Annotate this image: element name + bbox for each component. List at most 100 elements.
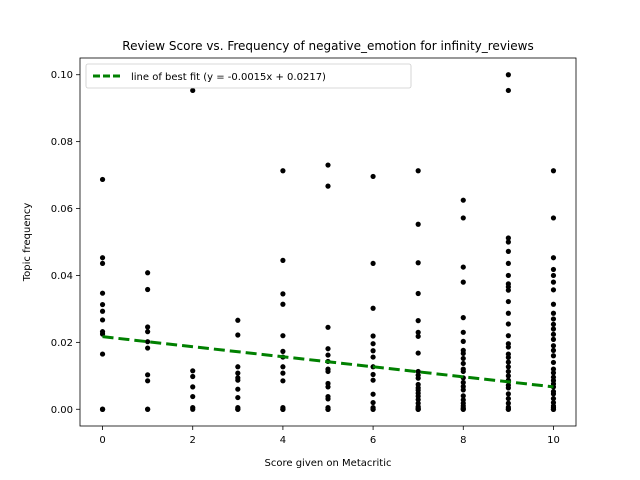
data-point (145, 378, 151, 384)
data-point (460, 379, 466, 386)
data-point (505, 239, 511, 245)
data-point (235, 386, 241, 392)
x-tick-label: 2 (190, 435, 196, 446)
data-point (145, 270, 151, 276)
data-point (505, 354, 511, 361)
data-point (460, 355, 466, 362)
data-point (325, 352, 331, 358)
data-point (505, 391, 511, 397)
y-tick-label: 0.04 (51, 271, 73, 282)
data-point (99, 255, 106, 261)
legend-box (85, 63, 412, 89)
data-point (145, 329, 151, 335)
data-point (370, 173, 376, 180)
legend-label-fit-line: line of best fit (y = -0.0015x + 0.0217) (131, 72, 326, 83)
data-point (99, 406, 106, 412)
data-point (370, 354, 376, 360)
data-point (505, 395, 511, 402)
data-point (505, 385, 511, 391)
data-point (415, 329, 421, 335)
data-point (370, 260, 376, 267)
data-points (99, 72, 557, 412)
data-point (550, 279, 557, 285)
data-point (280, 406, 286, 412)
data-point (280, 364, 286, 370)
data-point (99, 260, 106, 267)
y-tick-label: 0.02 (51, 338, 73, 349)
data-point (99, 308, 106, 314)
data-point (370, 333, 376, 339)
data-point (505, 235, 511, 241)
data-point (415, 333, 421, 339)
data-point (190, 87, 196, 94)
data-point (505, 248, 511, 254)
data-point (415, 368, 421, 375)
data-point (99, 301, 106, 308)
data-point (415, 290, 421, 297)
data-point (505, 260, 511, 267)
data-point (505, 272, 511, 279)
data-point (505, 321, 511, 327)
data-point (415, 375, 421, 381)
data-point (415, 318, 421, 324)
data-point (235, 406, 241, 412)
data-point (550, 266, 557, 273)
data-point (550, 255, 557, 261)
fit-line-layer (102, 335, 554, 389)
data-point (550, 353, 557, 359)
data-point (235, 317, 241, 323)
data-point (145, 339, 151, 345)
data-point (550, 287, 557, 293)
data-point (325, 346, 331, 352)
data-point (370, 305, 376, 311)
data-point (460, 350, 466, 357)
data-point (370, 348, 376, 354)
y-axis-label: Topic frequency (22, 203, 33, 283)
data-point (190, 384, 196, 390)
data-point (550, 321, 557, 327)
plot-frame (79, 57, 577, 427)
data-point (145, 324, 151, 330)
x-tick-label: 0 (99, 435, 105, 446)
data-point (415, 221, 421, 227)
data-point (460, 338, 466, 344)
data-point (235, 370, 241, 376)
data-point (550, 316, 557, 322)
data-point (280, 168, 286, 174)
data-point (99, 331, 106, 337)
data-point (550, 326, 557, 332)
data-point (550, 215, 557, 221)
data-point (280, 301, 286, 307)
data-point (190, 373, 196, 380)
data-point (550, 331, 557, 337)
x-tick-label: 8 (460, 435, 466, 446)
y-axis-ticks: 0.00 0.02 0.04 0.06 0.08 0.10 (51, 70, 80, 416)
data-point (235, 364, 241, 370)
data-point (145, 406, 151, 412)
data-point (235, 377, 241, 383)
data-point (325, 183, 331, 189)
data-point (460, 387, 466, 393)
data-point (415, 260, 421, 266)
data-point (280, 378, 286, 384)
data-point (325, 384, 331, 390)
data-point (460, 329, 466, 335)
data-point (550, 343, 557, 349)
data-point (460, 406, 466, 412)
data-point (460, 215, 466, 221)
data-point (505, 359, 511, 365)
data-point (99, 317, 106, 323)
chart-title: Review Score vs. Frequency of negative_e… (122, 39, 533, 53)
x-tick-label: 4 (280, 435, 286, 446)
x-tick-label: 10 (547, 435, 560, 446)
data-point (415, 168, 421, 174)
data-point (505, 310, 511, 316)
data-point (280, 291, 286, 297)
data-point (370, 341, 376, 347)
data-point (325, 368, 331, 375)
data-point (325, 162, 331, 168)
data-point (190, 368, 196, 374)
y-tick-label: 0.10 (51, 70, 73, 81)
data-point (415, 350, 421, 356)
data-point (460, 368, 466, 375)
